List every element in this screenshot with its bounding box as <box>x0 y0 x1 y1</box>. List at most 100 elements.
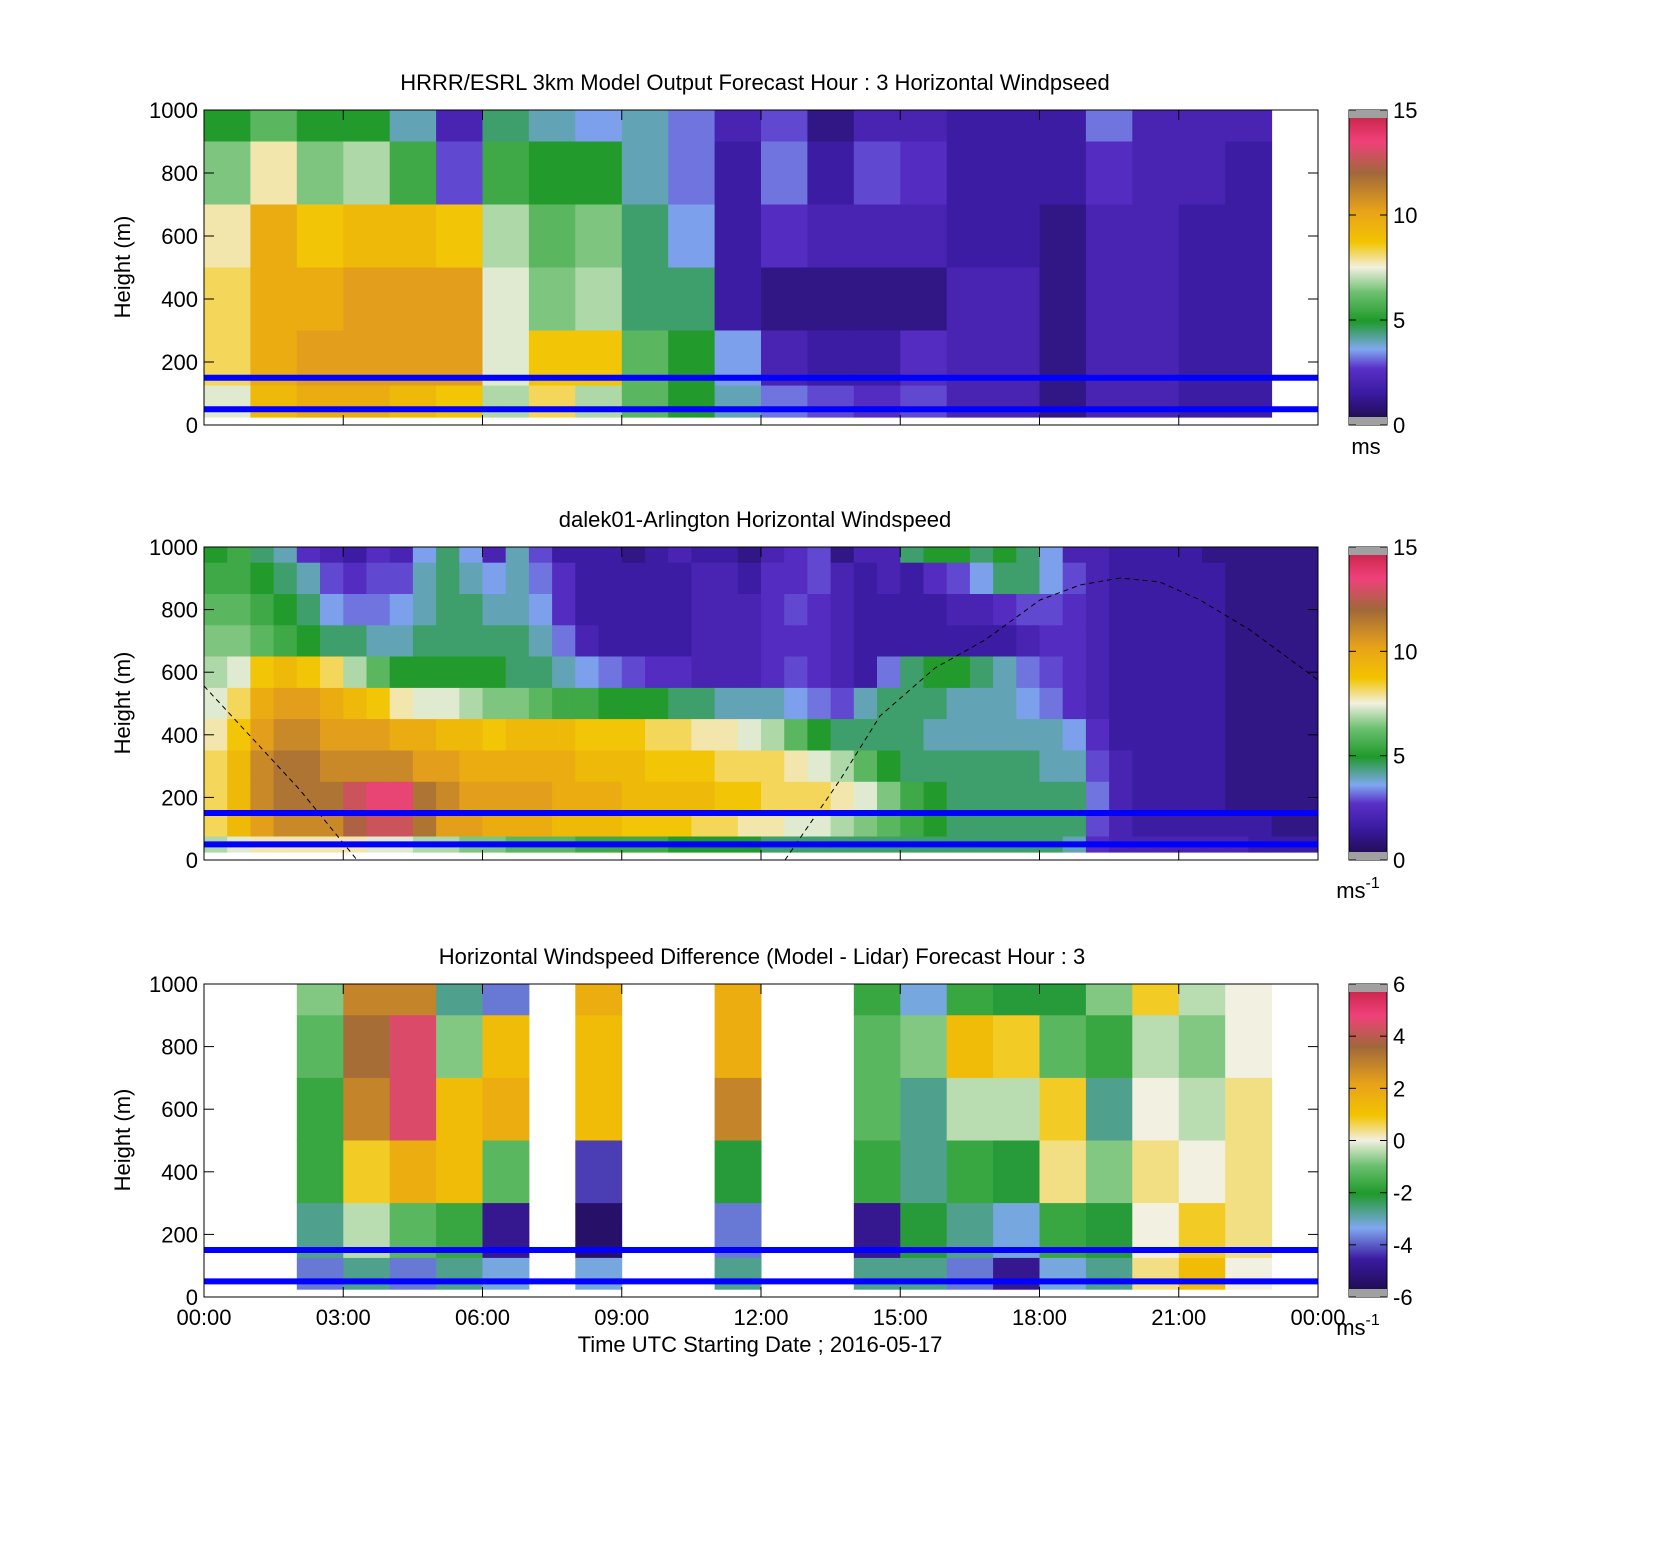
panel-lidar-cell <box>900 656 924 689</box>
panel-model-y-tick-label: 400 <box>161 287 198 312</box>
panel-difference-cell <box>1132 984 1180 1016</box>
panel-difference-cell <box>343 1257 391 1290</box>
panel-lidar-cell <box>1039 687 1064 720</box>
panel-lidar-cell <box>1202 547 1226 564</box>
panel-difference-cell <box>575 1140 623 1204</box>
panel-lidar-cell <box>575 750 599 783</box>
panel-lidar-cell <box>204 719 228 751</box>
x-axis-label: Time UTC Starting Date ; 2016-05-17 <box>578 1332 943 1357</box>
panel-lidar-cell <box>296 813 321 837</box>
panel-lidar-cell <box>714 625 739 658</box>
panel-lidar-cell <box>1062 562 1087 595</box>
panel-lidar-y-tick-label: 1000 <box>149 535 198 560</box>
panel-model-cell <box>900 204 948 268</box>
panel-model-cell <box>807 267 855 331</box>
panel-lidar-cell <box>1178 594 1203 626</box>
panel-lidar-cell <box>969 687 994 720</box>
panel-lidar-cell <box>877 656 901 689</box>
panel-model-y-tick-label: 600 <box>161 224 198 249</box>
panel-lidar-cell <box>598 813 623 837</box>
panel-lidar-cell <box>691 813 716 837</box>
panel-model-cell <box>1132 267 1180 331</box>
panel-difference-cell <box>1132 1015 1180 1079</box>
panel-model-cell <box>761 204 808 268</box>
panel-difference-cell <box>714 1077 762 1141</box>
panel-difference-cell <box>714 1140 762 1204</box>
panel-model-cell <box>900 385 948 418</box>
panel-lidar-cell <box>645 547 669 564</box>
panel-lidar-cell <box>1225 547 1249 564</box>
panel-difference-y-tick-label: 0 <box>186 1285 198 1310</box>
panel-difference-cell <box>1178 1077 1226 1141</box>
panel-lidar-cell <box>1039 594 1064 626</box>
panel-lidar-x-ticks <box>203 547 1319 860</box>
panel-model-cell <box>1039 385 1087 418</box>
panel-lidar-cell <box>645 781 669 814</box>
panel-lidar-cell <box>389 781 414 814</box>
panel-model-cell <box>714 385 762 418</box>
panel-lidar-cell <box>621 687 646 720</box>
panel-lidar-cell <box>668 781 692 814</box>
panel-lidar-cell <box>528 719 553 751</box>
panel-model-cell <box>761 141 808 205</box>
panel-model-cell <box>296 141 344 205</box>
panel-lidar-cell <box>204 656 228 689</box>
panel-lidar-cell <box>714 562 739 595</box>
panel-lidar-cell <box>598 687 623 720</box>
panel-lidar-cell <box>923 813 948 837</box>
panel-lidar-cell <box>1109 656 1133 689</box>
panel-lidar-cell <box>877 562 901 595</box>
panel-model-cell <box>807 141 855 205</box>
panel-lidar-cell <box>505 547 530 564</box>
panel-lidar-cell <box>1202 562 1226 595</box>
panel-lidar-cell <box>714 687 739 720</box>
panel-lidar-cell <box>645 719 669 751</box>
panel-difference-cell <box>993 984 1040 1016</box>
panel-lidar-cell <box>830 750 855 783</box>
panel-lidar-cell <box>1062 547 1087 564</box>
panel-model-cell <box>807 110 855 142</box>
panel-lidar-cell <box>668 750 692 783</box>
panel-lidar-cell <box>900 594 924 626</box>
panel-model-cell <box>436 141 483 205</box>
panel-model-colorbar-tick-label: 5 <box>1393 308 1405 333</box>
panel-lidar-cell <box>343 562 367 595</box>
panel-model-x-ticks <box>203 110 1319 425</box>
panel-lidar-cell <box>528 562 553 595</box>
panel-lidar-cell <box>1132 750 1156 783</box>
panel-difference-colorbar-tick-label: -4 <box>1393 1233 1413 1258</box>
panel-lidar-cell <box>877 687 901 720</box>
panel-lidar-cell <box>1225 781 1249 814</box>
panel-lidar-cell <box>598 719 623 751</box>
panel-model-cell <box>1178 110 1226 142</box>
panel-lidar-cell <box>250 547 275 564</box>
panel-model-cell <box>900 141 948 205</box>
panel-lidar-cell <box>621 813 646 837</box>
panel-lidar-cell <box>389 750 414 783</box>
panel-lidar-cell <box>923 687 948 720</box>
x-tick-label: 12:00 <box>733 1305 788 1330</box>
panel-model-cell <box>1039 110 1087 142</box>
panel-lidar-cell <box>320 594 344 626</box>
panel-lidar-cell <box>1294 750 1319 783</box>
panel-lidar-cell <box>1016 813 1040 837</box>
panel-lidar-cell <box>1248 687 1273 720</box>
panel-lidar-cell <box>482 781 507 814</box>
panel-lidar-cell <box>296 625 321 658</box>
panel-difference-cell <box>389 1257 437 1290</box>
panel-lidar-cell <box>552 562 576 595</box>
panel-lidar-cell <box>482 719 507 751</box>
panel-lidar-reference-lines <box>204 810 1318 848</box>
panel-lidar-cell <box>296 547 321 564</box>
panel-lidar-cell <box>621 781 646 814</box>
panel-lidar-cell <box>1202 813 1226 837</box>
panel-lidar-cell <box>1248 719 1273 751</box>
panel-lidar-cell <box>552 750 576 783</box>
panel-model-cell <box>668 141 716 205</box>
panel-model-cell <box>436 385 483 418</box>
panel-lidar-cell <box>923 656 948 689</box>
panel-difference-cell <box>946 1015 994 1079</box>
panel-lidar-cell <box>482 625 507 658</box>
panel-lidar-cell <box>830 656 855 689</box>
panel-lidar-cell <box>505 813 530 837</box>
